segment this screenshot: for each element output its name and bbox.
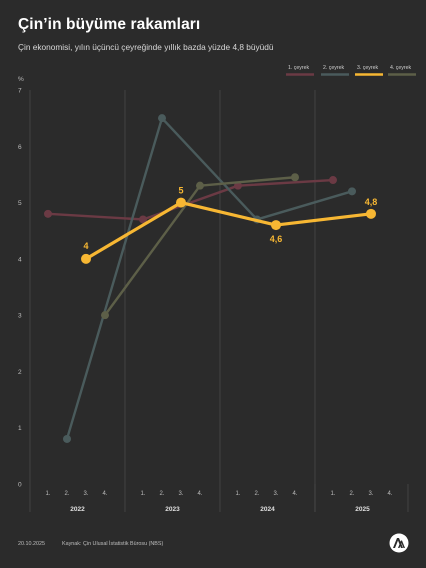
x-tick-label: 2. bbox=[254, 491, 259, 497]
data-label: 5 bbox=[178, 186, 183, 196]
y-tick-label: 6 bbox=[18, 144, 22, 151]
series-line bbox=[65, 116, 354, 441]
data-point bbox=[348, 187, 356, 196]
x-tick-label: 3. bbox=[178, 491, 183, 497]
data-label: 4,8 bbox=[365, 197, 378, 207]
x-tick-label: 4. bbox=[197, 491, 202, 497]
highlight-layer: 4 5 4,6 4,8 bbox=[81, 186, 377, 264]
legend-label: 3. çeyrek bbox=[357, 65, 378, 71]
x-tick-label: 2. bbox=[159, 491, 164, 497]
y-tick-label: 2 bbox=[18, 369, 22, 376]
x-tick-label: 1. bbox=[140, 491, 145, 497]
x-tick-label: 3. bbox=[83, 491, 88, 497]
legend-label: 1. çeyrek bbox=[288, 65, 309, 71]
y-axis: % 0 1 2 3 4 5 6 7 bbox=[18, 76, 24, 489]
data-label: 4,6 bbox=[270, 234, 283, 244]
footer-date: 20.10.2025 bbox=[18, 541, 45, 547]
aa-logo-icon bbox=[389, 533, 409, 553]
data-point bbox=[176, 197, 186, 208]
x-tick-label: 1. bbox=[45, 491, 50, 497]
series-line bbox=[84, 200, 373, 261]
data-point bbox=[63, 434, 71, 443]
x-year-label: 2025 bbox=[355, 506, 370, 513]
y-tick-label: 7 bbox=[18, 88, 22, 95]
x-year-label: 2023 bbox=[165, 506, 180, 513]
data-point bbox=[291, 173, 299, 182]
data-label: 4 bbox=[83, 241, 88, 251]
grid bbox=[29, 90, 409, 512]
x-tick-label: 2. bbox=[349, 491, 354, 497]
data-point bbox=[158, 114, 166, 123]
x-year-label: 2022 bbox=[70, 506, 85, 513]
y-tick-label: 3 bbox=[18, 313, 22, 320]
footer-source: Kaynak: Çin Ulusal İstatistik Bürosu (NB… bbox=[62, 541, 164, 547]
y-tick-label: 5 bbox=[18, 200, 22, 207]
x-tick-label: 4. bbox=[102, 491, 107, 497]
legend: 1. çeyrek 2. çeyrek 3. çeyrek 4. çeyrek bbox=[286, 65, 416, 76]
legend-label: 4. çeyrek bbox=[390, 65, 411, 71]
data-point bbox=[101, 311, 109, 320]
x-tick-label: 4. bbox=[292, 491, 297, 497]
x-tick-label: 1. bbox=[235, 491, 240, 497]
y-axis-unit: % bbox=[18, 76, 24, 83]
data-point bbox=[81, 253, 91, 264]
series-layer bbox=[44, 114, 356, 443]
x-tick-label: 4. bbox=[387, 491, 392, 497]
data-point bbox=[329, 176, 337, 185]
data-point bbox=[271, 220, 281, 231]
x-tick-label: 3. bbox=[368, 491, 373, 497]
data-point bbox=[139, 215, 147, 224]
x-tick-label: 3. bbox=[273, 491, 278, 497]
x-axis: 1. 2. 3. 4. 2022 1. 2. 3. 4. 2023 1. 2. 3. 4. 2024 1. 2.… bbox=[45, 491, 392, 513]
x-tick-label: 1. bbox=[330, 491, 335, 497]
data-point bbox=[44, 209, 52, 218]
legend-label: 2. çeyrek bbox=[323, 65, 344, 71]
y-tick-label: 1 bbox=[18, 425, 22, 432]
y-tick-label: 0 bbox=[18, 482, 22, 489]
x-year-label: 2024 bbox=[260, 506, 275, 513]
y-tick-label: 4 bbox=[18, 256, 22, 263]
data-point bbox=[366, 208, 376, 219]
x-tick-label: 2. bbox=[64, 491, 69, 497]
series-line bbox=[46, 178, 335, 221]
data-point bbox=[196, 181, 204, 190]
chart-subtitle: Çin ekonomisi, yılın üçüncü çeyreğinde y… bbox=[18, 42, 274, 52]
chart-title: Çin’in büyüme rakamları bbox=[18, 16, 201, 33]
